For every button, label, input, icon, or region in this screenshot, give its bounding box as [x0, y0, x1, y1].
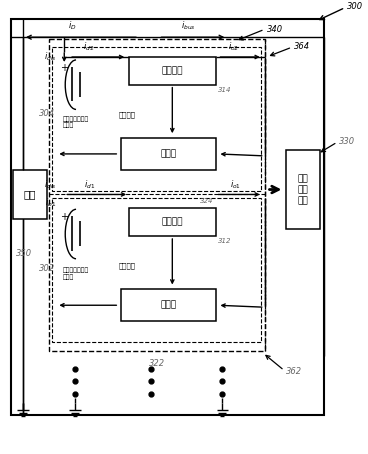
Bar: [121, 289, 216, 321]
Bar: [129, 208, 216, 236]
Text: $i_{dis}$: $i_{dis}$: [44, 178, 57, 191]
Text: 均衡
管理
模块: 均衡 管理 模块: [298, 174, 308, 205]
Text: 314: 314: [217, 87, 231, 93]
Text: $i_{o2}$: $i_{o2}$: [228, 40, 239, 53]
Text: 340: 340: [267, 25, 283, 34]
Text: 302: 302: [39, 264, 55, 273]
Text: $i_{b1}$: $i_{b1}$: [45, 196, 56, 209]
Bar: [49, 39, 265, 351]
Text: $i_{o1}$: $i_{o1}$: [230, 178, 241, 191]
Bar: [53, 198, 261, 342]
Text: 312: 312: [217, 238, 231, 244]
Bar: [121, 138, 216, 170]
Text: 300: 300: [347, 2, 363, 11]
Text: 350: 350: [16, 249, 32, 258]
Bar: [286, 150, 320, 229]
Text: +: +: [60, 212, 68, 222]
Text: 均衡电路: 均衡电路: [162, 217, 183, 227]
Text: 负载: 负载: [24, 189, 36, 199]
Text: $i_{bus}$: $i_{bus}$: [181, 20, 195, 32]
Text: 362: 362: [286, 367, 302, 376]
Text: $i_{d1}$: $i_{d1}$: [84, 178, 95, 191]
Text: $i_{dis}$: $i_{dis}$: [44, 51, 57, 63]
Text: 控制信号: 控制信号: [118, 262, 136, 269]
Bar: [53, 47, 261, 191]
Text: 322: 322: [149, 359, 164, 368]
Bar: [129, 57, 216, 85]
Text: 364: 364: [294, 42, 310, 50]
Text: 324: 324: [200, 198, 213, 204]
Text: 单片机: 单片机: [160, 149, 176, 158]
Text: 电池及均衡模块
的信息: 电池及均衡模块 的信息: [62, 116, 89, 128]
Text: 304: 304: [39, 109, 55, 118]
Text: 单片机: 单片机: [160, 301, 176, 310]
Text: 330: 330: [339, 137, 355, 146]
Text: 均衡电路: 均衡电路: [162, 66, 183, 75]
Text: 电池及均衡模块
的信息: 电池及均衡模块 的信息: [62, 267, 89, 280]
Text: 控制信号: 控制信号: [118, 111, 136, 118]
Text: +: +: [60, 63, 68, 73]
Text: $i_{d2}$: $i_{d2}$: [83, 40, 95, 53]
Text: $i_D$: $i_D$: [68, 20, 77, 32]
Bar: [11, 20, 323, 415]
Bar: [13, 170, 47, 219]
